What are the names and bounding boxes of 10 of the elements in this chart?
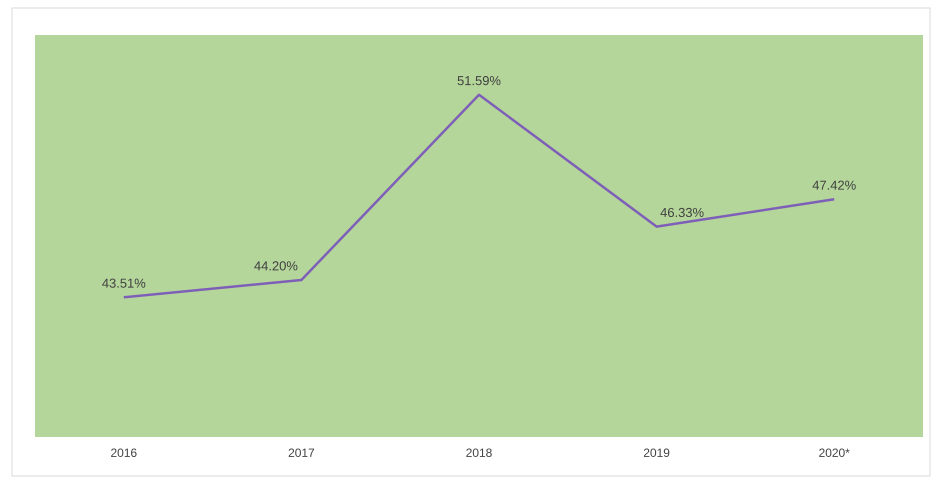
data-label: 51.59% [458, 76, 501, 86]
x-tick-label: 2016 [111, 448, 137, 457]
x-tick-label: 2020* [819, 448, 850, 457]
data-label: 43.51% [102, 278, 146, 288]
x-tick-label: 2018 [466, 448, 492, 457]
data-label: 47.42% [812, 180, 856, 190]
data-label: 44.20% [254, 261, 298, 270]
x-tick-label: 2017 [288, 448, 314, 457]
x-tick-label: 2019 [644, 448, 670, 457]
data-label: 46.33% [660, 208, 704, 218]
